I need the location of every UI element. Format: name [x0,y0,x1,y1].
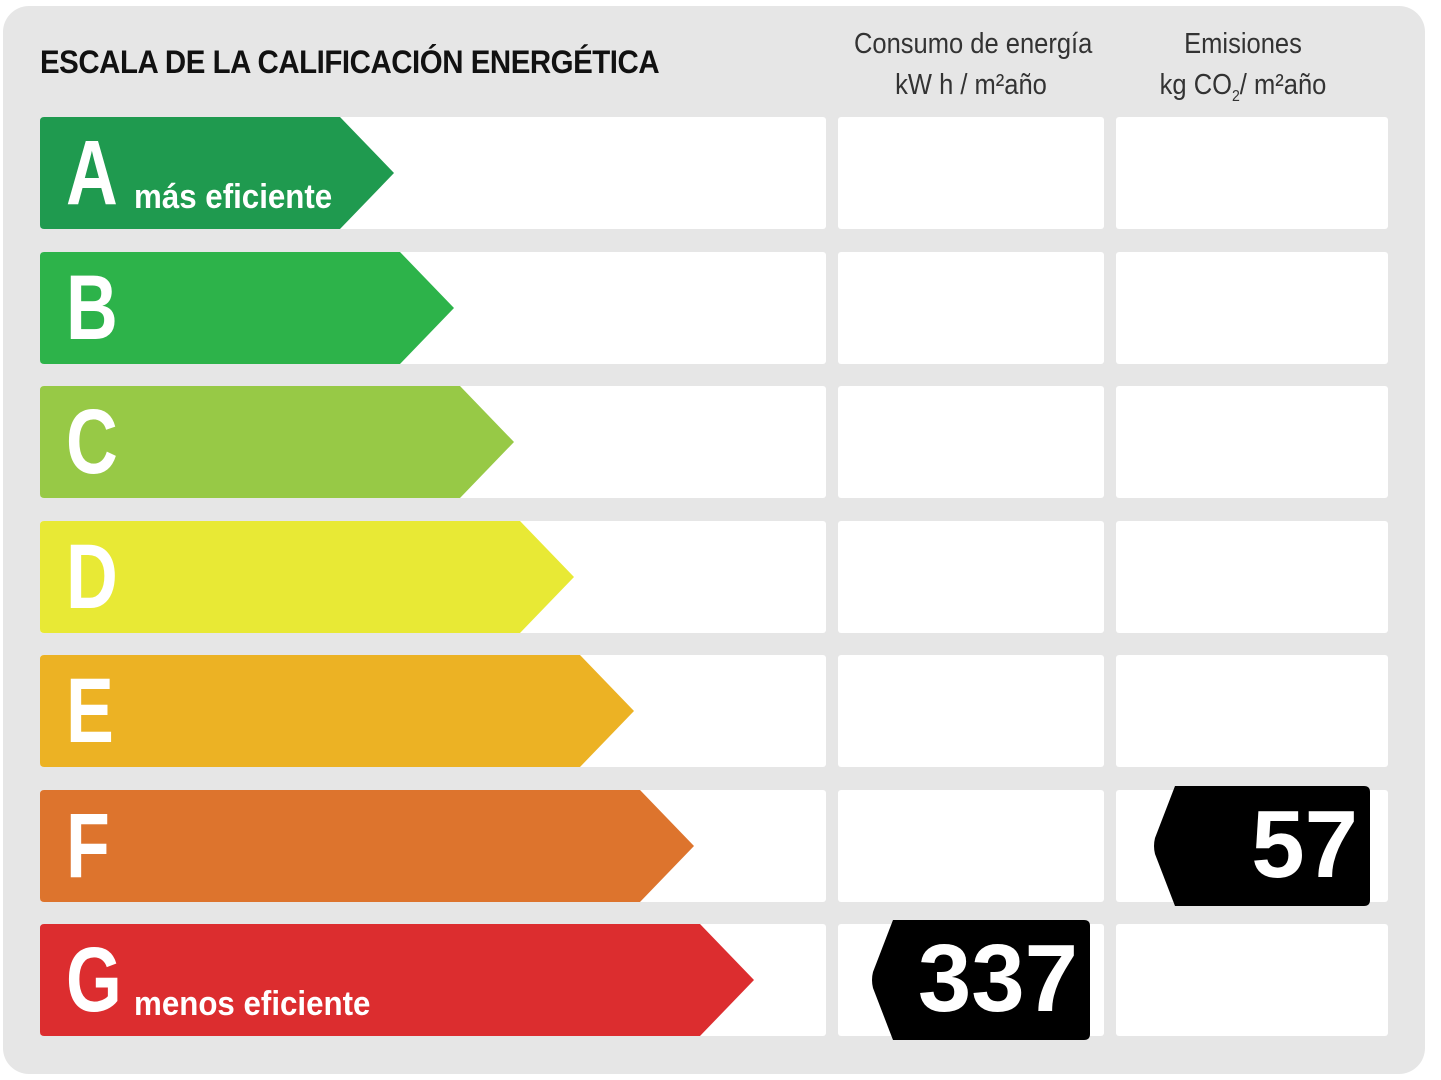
arrow-fill [40,790,694,902]
rating-letter: A [66,122,118,224]
consumo-cell-a [838,117,1104,229]
arrow-fill [40,924,754,1036]
column-header-consumo: Consumo de energía kW h / m²año [853,24,1093,106]
arrow-shape [40,790,694,902]
rating-arrow-b: B [40,252,454,364]
rating-label: más eficiente [134,178,333,216]
consumo-cell-e [838,655,1104,767]
unit-part: / m²año [1239,69,1327,101]
arrow-fill [40,386,514,498]
badge-fill [872,920,1090,1040]
page-title: ESCALA DE LA CALIFICACIÓN ENERGÉTICA [40,44,660,80]
rating-arrow-d: D [40,521,574,633]
emisiones-rating-badge: 57 [1153,786,1370,906]
column-header-consumo-title: Consumo de energía [853,28,1093,60]
rating-arrow-e: E [40,655,634,767]
arrow-shape [40,521,574,633]
rating-letter: G [66,929,122,1031]
emisiones-cell-g [1116,924,1388,1036]
rating-letter: C [66,391,118,493]
consumo-cell-d [838,521,1104,633]
consumo-cell-c [838,386,1104,498]
rating-letter: F [66,795,110,897]
arrow-shape [40,655,634,767]
rating-label: menos eficiente [134,985,371,1023]
badge-shape [872,920,1090,1040]
rating-value: 337 [917,925,1078,1032]
arrow-fill [40,117,394,229]
column-header-emisiones-unit: kg CO2/ m²año [1131,65,1355,117]
arrow-shape [40,117,394,229]
arrow-fill [40,252,454,364]
arrow-fill [40,521,574,633]
arrow-shape [40,924,754,1036]
column-header-emisiones-title: Emisiones [1184,28,1302,60]
column-header-consumo-unit: kW h / m²año [895,69,1047,101]
rating-value: 57 [1251,791,1358,898]
consumo-rating-badge: 337 [871,920,1090,1040]
emisiones-cell-d [1116,521,1388,633]
arrow-shape [40,252,454,364]
unit-part: kg CO [1159,69,1232,101]
emisiones-cell-a [1116,117,1388,229]
rating-letter: B [66,257,118,359]
emisiones-cell-c [1116,386,1388,498]
emisiones-cell-b [1116,252,1388,364]
unit-subscript: 2 [1231,87,1240,105]
arrow-fill [40,655,634,767]
rating-arrow-f: F [40,790,694,902]
consumo-cell-f [838,790,1104,902]
badge-shape [1154,786,1370,906]
consumo-cell-b [838,252,1104,364]
rating-letter: D [66,526,118,628]
emisiones-cell-e [1116,655,1388,767]
rating-arrow-c: C [40,386,514,498]
arrow-shape [40,386,514,498]
badge-fill [1154,786,1370,906]
column-header-emisiones: Emisiones kg CO2/ m²año [1131,24,1355,117]
rating-letter: E [66,660,114,762]
